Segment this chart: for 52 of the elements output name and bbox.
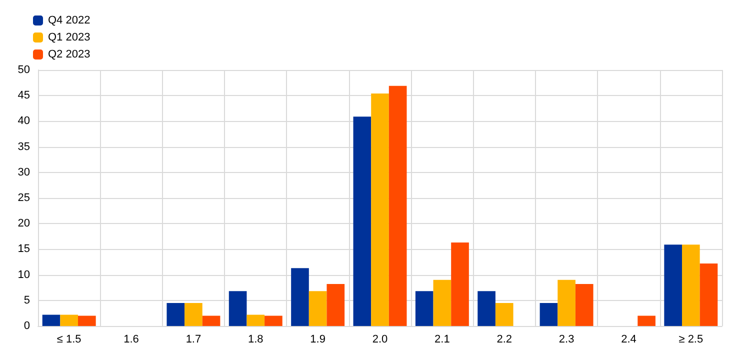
y-tick-label: 5: [24, 294, 30, 306]
bar: [308, 291, 327, 326]
x-tick-label: 1.8: [248, 334, 264, 346]
y-tick-label: 10: [18, 268, 30, 281]
bar: [700, 264, 718, 326]
bar: [433, 280, 452, 326]
bar: [558, 280, 576, 326]
y-tick-label: 50: [18, 64, 30, 76]
bar: [371, 94, 389, 326]
bar: [638, 316, 656, 326]
x-tick-label: 1.9: [310, 334, 326, 346]
bar: [246, 314, 265, 326]
bar: [664, 244, 682, 326]
bar: [202, 316, 220, 326]
y-tick-label: 20: [18, 218, 30, 230]
y-tick-label: 25: [18, 192, 30, 204]
y-tick-label: 40: [18, 115, 30, 128]
y-tick-label: 45: [18, 90, 30, 102]
legend-label: Q4 2022: [48, 14, 90, 26]
x-tick-label: 2.3: [558, 334, 574, 346]
x-tick-label: 2.1: [434, 334, 450, 346]
bar: [42, 314, 60, 326]
bar: [451, 242, 469, 326]
y-tick-label: 15: [18, 243, 30, 256]
bar: [184, 302, 202, 326]
bar: [60, 314, 78, 326]
bar: [166, 302, 185, 326]
legend-label: Q1 2023: [48, 32, 90, 44]
x-tick-label: ≥ 2.5: [678, 334, 704, 346]
x-tick-label: 2.2: [496, 334, 512, 346]
bar: [228, 291, 247, 326]
bar: [264, 316, 282, 326]
bar: [540, 302, 558, 326]
bar: [415, 291, 434, 326]
bar: [388, 86, 407, 326]
legend-label: Q2 2023: [48, 48, 90, 60]
x-tick-label: 2.4: [621, 334, 636, 346]
x-tick-label: 2.0: [372, 334, 388, 346]
bar: [326, 284, 345, 326]
y-tick-label: 30: [18, 166, 30, 178]
y-tick-label: 0: [24, 320, 30, 332]
bar: [495, 302, 514, 326]
x-tick-label: 1.7: [186, 334, 202, 346]
bar: [682, 244, 700, 326]
y-tick-label: 35: [18, 140, 30, 153]
bar: [353, 116, 372, 326]
bar: [478, 291, 496, 326]
bar: [78, 316, 96, 326]
bar: [291, 268, 309, 326]
bar: [575, 284, 594, 326]
x-tick-label: 1.6: [124, 334, 139, 346]
x-tick-label: ≤ 1.5: [56, 334, 82, 346]
